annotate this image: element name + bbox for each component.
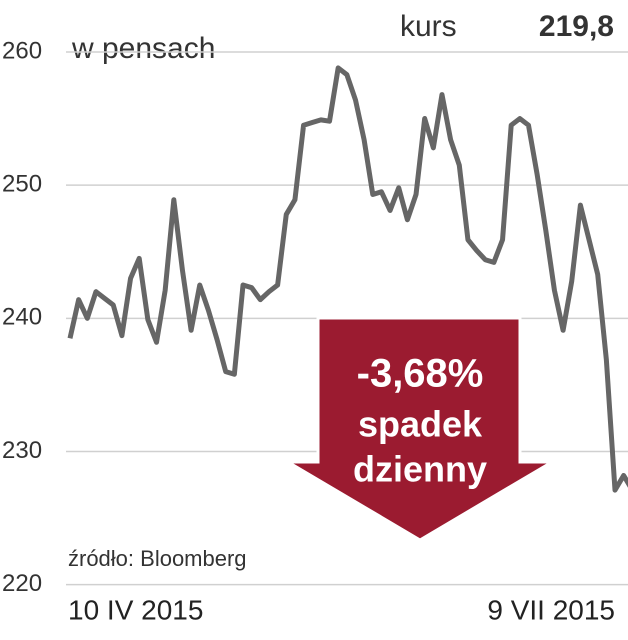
source: źródło: Bloomberg: [68, 546, 247, 571]
price: 219,8: [539, 10, 614, 43]
y-tick-label: 250: [2, 170, 42, 197]
plot: 220 230 240 250 260 10 IV 2015 9 VII 2015: [2, 37, 628, 625]
price-line: [67, 65, 628, 493]
y-tick-label: 240: [2, 304, 42, 331]
change-text: spadek: [358, 404, 483, 445]
y-tick-label: 260: [2, 37, 42, 64]
y-tick-label: 230: [2, 437, 42, 464]
x-tick-label: 9 VII 2015: [487, 594, 615, 625]
arrow: [282, 316, 558, 542]
unit-label: w pensach: [71, 32, 215, 65]
price-label: kurs: [400, 10, 457, 43]
change-text: dzienny: [353, 449, 487, 490]
y-tick-label: 220: [2, 570, 42, 597]
change: -3,68%: [357, 352, 484, 396]
x-tick-label: 10 IV 2015: [68, 594, 203, 625]
